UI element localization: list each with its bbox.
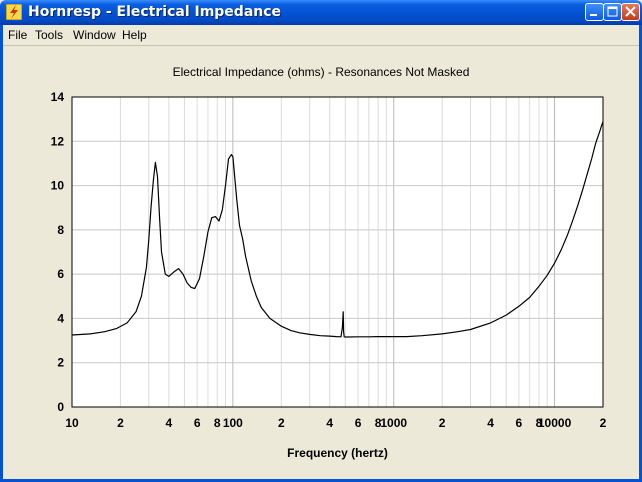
x-tick-label: 2	[278, 416, 285, 430]
title-bar[interactable]: Hornresp - Electrical Impedance	[0, 0, 642, 25]
y-tick-label: 10	[51, 179, 65, 193]
x-tick-label: 2	[600, 416, 607, 430]
x-axis-label: Frequency (hertz)	[287, 446, 388, 460]
y-tick-label: 14	[51, 90, 65, 104]
impedance-curve	[71, 121, 604, 338]
window-border-bottom	[0, 479, 642, 482]
x-tick-label: 8	[536, 416, 543, 430]
y-tick-label: 0	[57, 400, 64, 414]
y-tick-label: 4	[57, 311, 64, 325]
x-tick-label: 8	[214, 416, 221, 430]
window-border-left	[0, 25, 3, 482]
plot-frame	[71, 96, 604, 408]
x-tick-label: 10000	[538, 416, 572, 430]
x-tick-label: 8	[375, 416, 382, 430]
x-tick-label: 4	[326, 416, 333, 430]
y-tick-label: 8	[57, 223, 64, 237]
x-tick-label: 6	[355, 416, 362, 430]
x-tick-label: 2	[117, 416, 124, 430]
window-title: Hornresp - Electrical Impedance	[28, 4, 282, 20]
y-tick-label: 12	[51, 134, 65, 148]
window-border-right	[639, 25, 642, 482]
maximize-button[interactable]	[603, 3, 622, 21]
plot-background	[72, 97, 603, 407]
menu-help[interactable]: Help	[122, 28, 147, 42]
x-tick-label: 10	[65, 416, 79, 430]
x-tick-label: 100	[223, 416, 243, 430]
x-tick-label: 1000	[380, 416, 407, 430]
menu-window[interactable]: Window	[73, 28, 116, 42]
x-tick-label: 6	[194, 416, 201, 430]
y-tick-label: 2	[57, 356, 64, 370]
menu-file[interactable]: File	[8, 28, 28, 42]
close-icon	[625, 6, 636, 17]
menu-tools[interactable]: Tools	[35, 28, 64, 42]
maximize-icon	[607, 6, 618, 17]
x-tick-label: 4	[487, 416, 494, 430]
close-button[interactable]	[621, 3, 640, 21]
x-tick-label: 6	[516, 416, 523, 430]
x-tick-label: 4	[166, 416, 173, 430]
menu-bar: File Tools Window Help	[0, 25, 642, 46]
lightning-bolt-icon	[6, 4, 22, 20]
chart-title: Electrical Impedance (ohms) - Resonances…	[172, 65, 470, 79]
y-tick-label: 6	[57, 267, 64, 281]
minimize-icon	[590, 14, 597, 16]
x-tick-label: 2	[439, 416, 446, 430]
